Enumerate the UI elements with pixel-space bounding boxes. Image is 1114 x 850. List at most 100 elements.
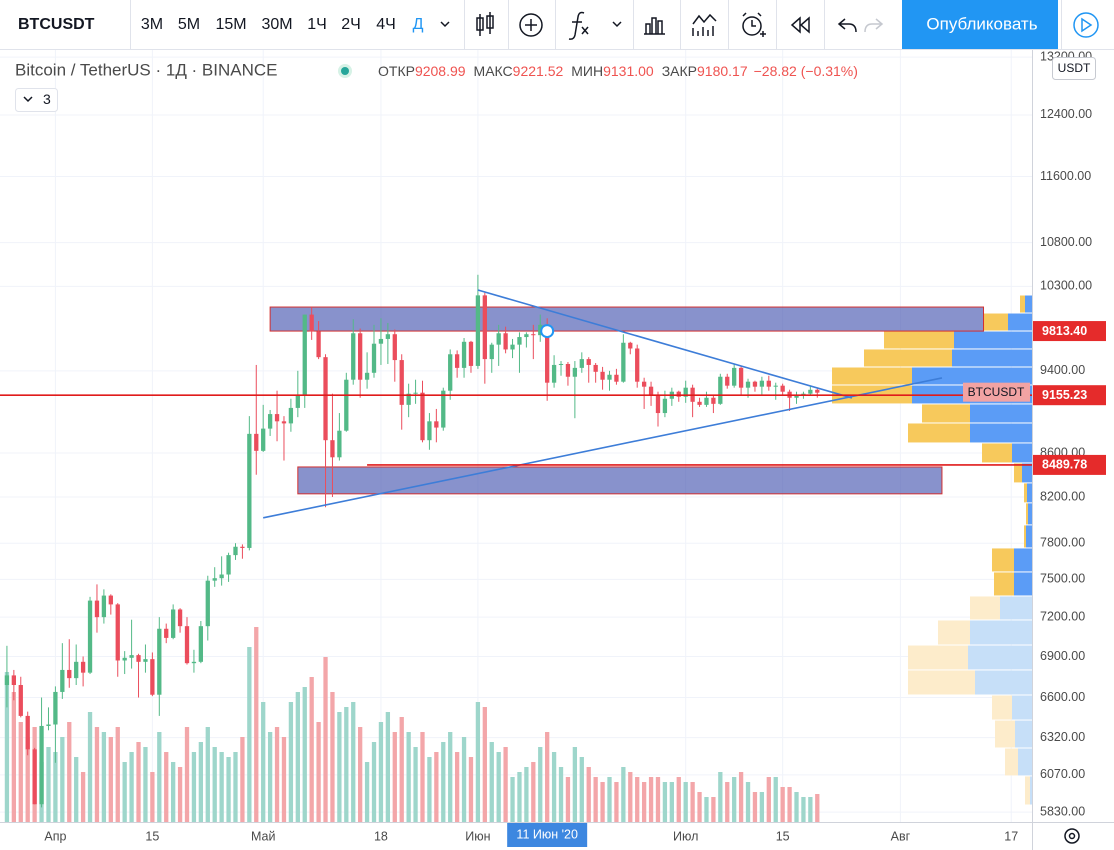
volume-bar <box>808 797 813 822</box>
indicators-menu[interactable] <box>612 21 622 28</box>
profile-up <box>1014 572 1032 596</box>
layout-icon[interactable] <box>692 13 717 36</box>
candle-body <box>815 389 820 393</box>
legend-label: ОТКР <box>378 63 415 79</box>
profile-down <box>884 331 954 349</box>
circle <box>519 13 543 37</box>
volume-bar <box>177 767 183 822</box>
candle-body <box>531 334 536 336</box>
publish-button[interactable] <box>902 0 1058 49</box>
y-tick-label: 6900.00 <box>1040 649 1085 663</box>
volume-bar <box>25 737 30 822</box>
candle-body <box>572 367 578 377</box>
candle-body <box>538 324 543 336</box>
candle-body <box>635 348 640 382</box>
volume-bar <box>759 792 765 822</box>
candle-body <box>157 628 162 695</box>
symbol-label-box <box>963 382 1030 402</box>
volume-bar <box>586 767 591 822</box>
interval[interactable]: 30М <box>261 16 292 33</box>
candle-body <box>143 659 148 662</box>
interval[interactable]: 5М <box>178 16 200 33</box>
volume-bar <box>240 737 245 822</box>
profile-up <box>1014 548 1032 572</box>
templates-icon[interactable] <box>644 17 665 35</box>
trendline[interactable] <box>263 377 943 519</box>
volume-bar <box>219 752 224 822</box>
candle-body <box>517 337 522 345</box>
candles-layer <box>4 274 820 808</box>
profile-down <box>983 313 1008 331</box>
chart-type-icon[interactable] <box>476 12 494 36</box>
volume-bar <box>392 732 397 822</box>
profile-up <box>1012 695 1032 720</box>
currency-box[interactable] <box>1052 57 1096 80</box>
gear <box>1064 828 1080 844</box>
candle-body <box>378 338 384 344</box>
zone-rectangle[interactable] <box>297 466 943 495</box>
volume-bar <box>773 777 778 822</box>
profile-up <box>954 331 1032 349</box>
profile-down <box>970 596 1000 620</box>
price-label-box <box>1033 385 1106 406</box>
candle-body <box>655 394 661 414</box>
legend-value: 9180.17 <box>697 63 748 79</box>
volume-bar <box>628 772 633 822</box>
volume-bar <box>80 772 86 822</box>
volume-bar <box>344 707 349 822</box>
settings-icon[interactable] <box>1064 828 1080 844</box>
interval[interactable]: 1Ч <box>307 16 327 33</box>
x-tick-label: 18 <box>374 829 388 843</box>
candle-body <box>4 675 10 686</box>
interval[interactable]: 3М <box>141 16 163 33</box>
fx <box>568 11 589 40</box>
alert-icon[interactable] <box>742 12 766 37</box>
clock-hands <box>742 12 766 37</box>
interval-menu[interactable] <box>440 21 450 28</box>
volume-bar <box>371 742 377 822</box>
price-axis[interactable] <box>1032 50 1114 850</box>
zone-rectangle[interactable] <box>269 306 985 332</box>
volume-bar <box>67 722 72 822</box>
indicators-toggle[interactable] <box>15 88 58 112</box>
candle-body <box>164 628 169 638</box>
profile-down <box>1020 295 1025 313</box>
candle-body <box>593 364 598 372</box>
candle-body <box>579 359 584 368</box>
candle-body <box>18 685 23 716</box>
profile-down <box>1014 463 1022 483</box>
interval[interactable]: 15М <box>215 16 246 33</box>
candle-body <box>738 367 744 388</box>
volume-bar <box>524 767 529 822</box>
indicators-icon[interactable] <box>568 11 589 40</box>
interval[interactable]: 2Ч <box>341 16 361 33</box>
interval[interactable]: Д <box>413 16 424 33</box>
compare-icon[interactable] <box>519 13 543 37</box>
candle-body <box>614 374 619 382</box>
intervals: 3М 5М 15М 30М 1Ч 2Ч 4Ч Д <box>141 16 424 33</box>
redo[interactable] <box>864 18 884 33</box>
volume-bar <box>337 712 342 822</box>
volume-bar <box>683 782 688 822</box>
profile-up <box>1030 776 1032 805</box>
play-button[interactable] <box>1073 12 1099 38</box>
volume-bar <box>399 717 404 822</box>
symbol[interactable]: BTCUSDT <box>18 16 95 33</box>
candle-body <box>704 397 709 405</box>
crosshair-point <box>540 324 555 339</box>
legend-change: −28.82 (−0.31%) <box>754 63 858 79</box>
trendline[interactable] <box>477 289 853 399</box>
volume-bar <box>316 722 321 822</box>
replay-icon[interactable] <box>790 16 810 34</box>
x-tick-label: Май <box>251 829 276 843</box>
profile-up <box>912 367 1032 385</box>
currency: USDT <box>1058 61 1091 75</box>
candle-icon <box>486 15 494 29</box>
undo[interactable] <box>837 18 857 33</box>
volume-bar <box>745 782 751 822</box>
volume-bar <box>4 672 10 822</box>
interval[interactable]: 4Ч <box>376 16 396 33</box>
profile-up <box>1028 503 1032 525</box>
candle-icon <box>476 17 484 31</box>
legend-value: 9221.52 <box>513 63 564 79</box>
